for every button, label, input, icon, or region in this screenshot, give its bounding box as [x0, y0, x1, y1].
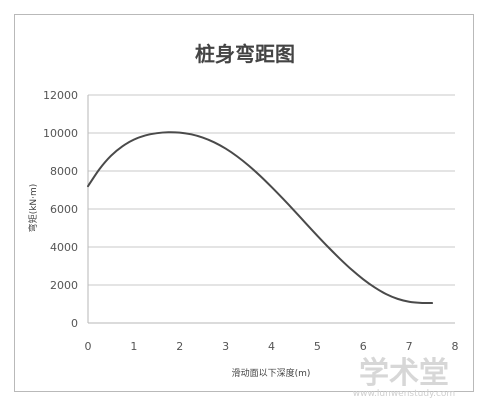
x-tick-label: 0: [85, 340, 92, 353]
y-tick-label: 4000: [50, 241, 78, 254]
series-line-0: [87, 131, 434, 305]
x-tick-label: 3: [222, 340, 229, 353]
y-axis-title: 弯矩(kN·m): [27, 184, 39, 233]
y-tick-label: 2000: [50, 279, 78, 292]
y-tick-label: 12000: [43, 89, 78, 102]
x-tick-label: 2: [176, 340, 183, 353]
x-tick-label: 6: [360, 340, 367, 353]
x-tick-label: 7: [406, 340, 413, 353]
chart-title: 桩身弯距图: [195, 42, 295, 66]
x-axis-title: 滑动面以下深度(m): [232, 367, 311, 379]
watermark-url: www.lunwenstudy.com: [353, 389, 455, 399]
watermark-text: 学术堂: [359, 356, 449, 391]
axes: [87, 95, 455, 324]
y-tick-label: 10000: [43, 127, 78, 140]
y-tick-label: 8000: [50, 165, 78, 178]
x-tick-labels: 0 1 2 3 4 5 6 7 8: [85, 340, 459, 353]
y-tick-label: 6000: [50, 203, 78, 216]
y-tick-label: 0: [71, 317, 78, 330]
chart-frame: [14, 14, 474, 392]
x-tick-label: 5: [314, 340, 321, 353]
series-layer: [87, 131, 434, 305]
x-tick-label: 1: [130, 340, 137, 353]
x-tick-label: 4: [268, 340, 275, 353]
x-tick-label: 8: [452, 340, 459, 353]
y-tick-labels: 0 2000 4000 6000 8000 10000 12000: [43, 89, 78, 330]
grid-lines: [88, 94, 455, 286]
